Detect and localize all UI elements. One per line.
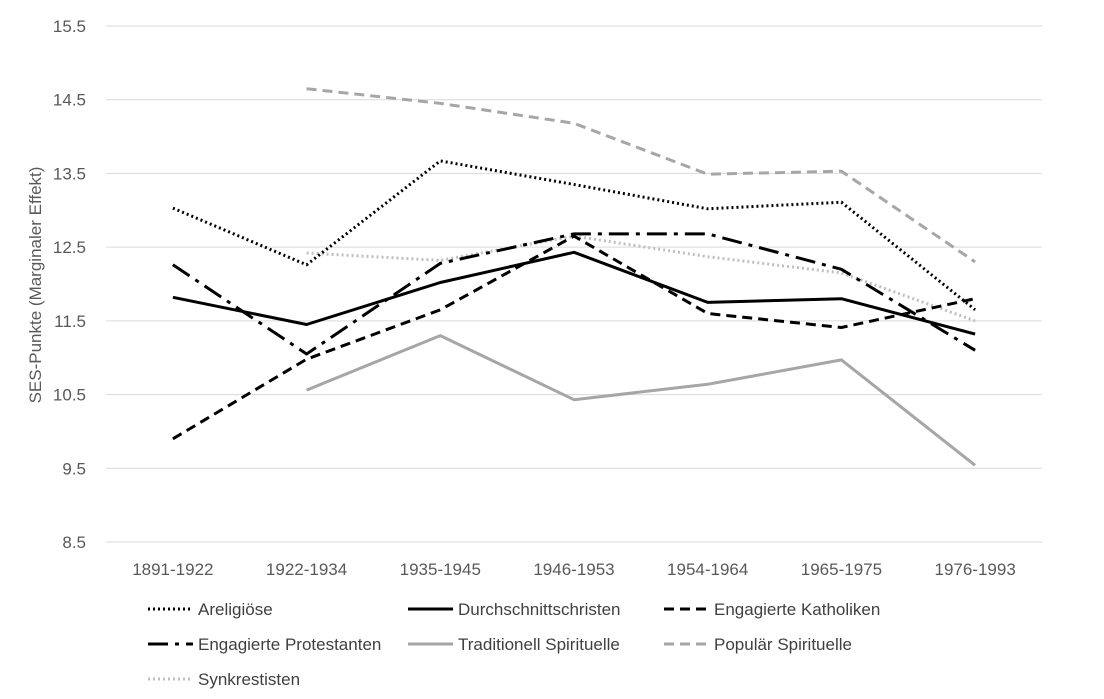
series-line-durchschnittschristen <box>172 250 976 336</box>
x-tick-label: 1946-1953 <box>533 560 614 579</box>
legend-label: Traditionell Spirituelle <box>458 635 620 654</box>
y-tick-label: 12.5 <box>53 238 86 257</box>
legend-label: Populär Spirituelle <box>714 635 852 654</box>
y-axis-label: SES-Punkte (Marginaler Effekt) <box>26 167 45 404</box>
x-axis-ticks: 1891-1922 1922-1934 1935-1945 1946-1953 1954… <box>132 560 1016 579</box>
legend-label: Engagierte Katholiken <box>714 600 880 619</box>
x-tick-label: 1954-1964 <box>667 560 748 579</box>
y-tick-label: 9.5 <box>62 459 86 478</box>
legend-label: Engagierte Protestanten <box>198 635 381 654</box>
y-tick-label: 8.5 <box>62 533 86 552</box>
legend-label: Areligiöse <box>198 600 273 619</box>
series-line-engagierte-katholiken <box>172 234 976 441</box>
gridlines <box>106 25 1042 543</box>
x-tick-label: 1935-1945 <box>400 560 481 579</box>
x-tick-label: 1922-1934 <box>266 560 347 579</box>
series-line-synkrestisten <box>306 234 976 323</box>
series-line-engagierte-protestanten <box>172 232 976 356</box>
legend: Areligiöse Durchschnittschristen Engagiert… <box>148 600 880 689</box>
x-tick-label: 1965-1975 <box>801 560 882 579</box>
y-axis-ticks: 8.5 9.5 10.5 11.5 12.5 13.5 14.5 15.5 <box>53 17 86 552</box>
series-line-traditionell-spirituelle <box>306 334 977 467</box>
y-tick-label: 11.5 <box>54 312 86 331</box>
y-tick-label: 14.5 <box>53 91 86 110</box>
y-tick-label: 10.5 <box>53 386 86 405</box>
legend-label: Synkrestisten <box>198 670 300 689</box>
series-lines <box>172 87 977 467</box>
series-line-areligi-se <box>172 159 977 311</box>
x-tick-label: 1891-1922 <box>132 560 213 579</box>
y-tick-label: 13.5 <box>53 164 86 183</box>
series-line-popul-r-spirituelle <box>306 87 976 264</box>
y-tick-label: 15.5 <box>53 17 86 36</box>
legend-label: Durchschnittschristen <box>458 600 621 619</box>
x-tick-label: 1976-1993 <box>934 560 1015 579</box>
